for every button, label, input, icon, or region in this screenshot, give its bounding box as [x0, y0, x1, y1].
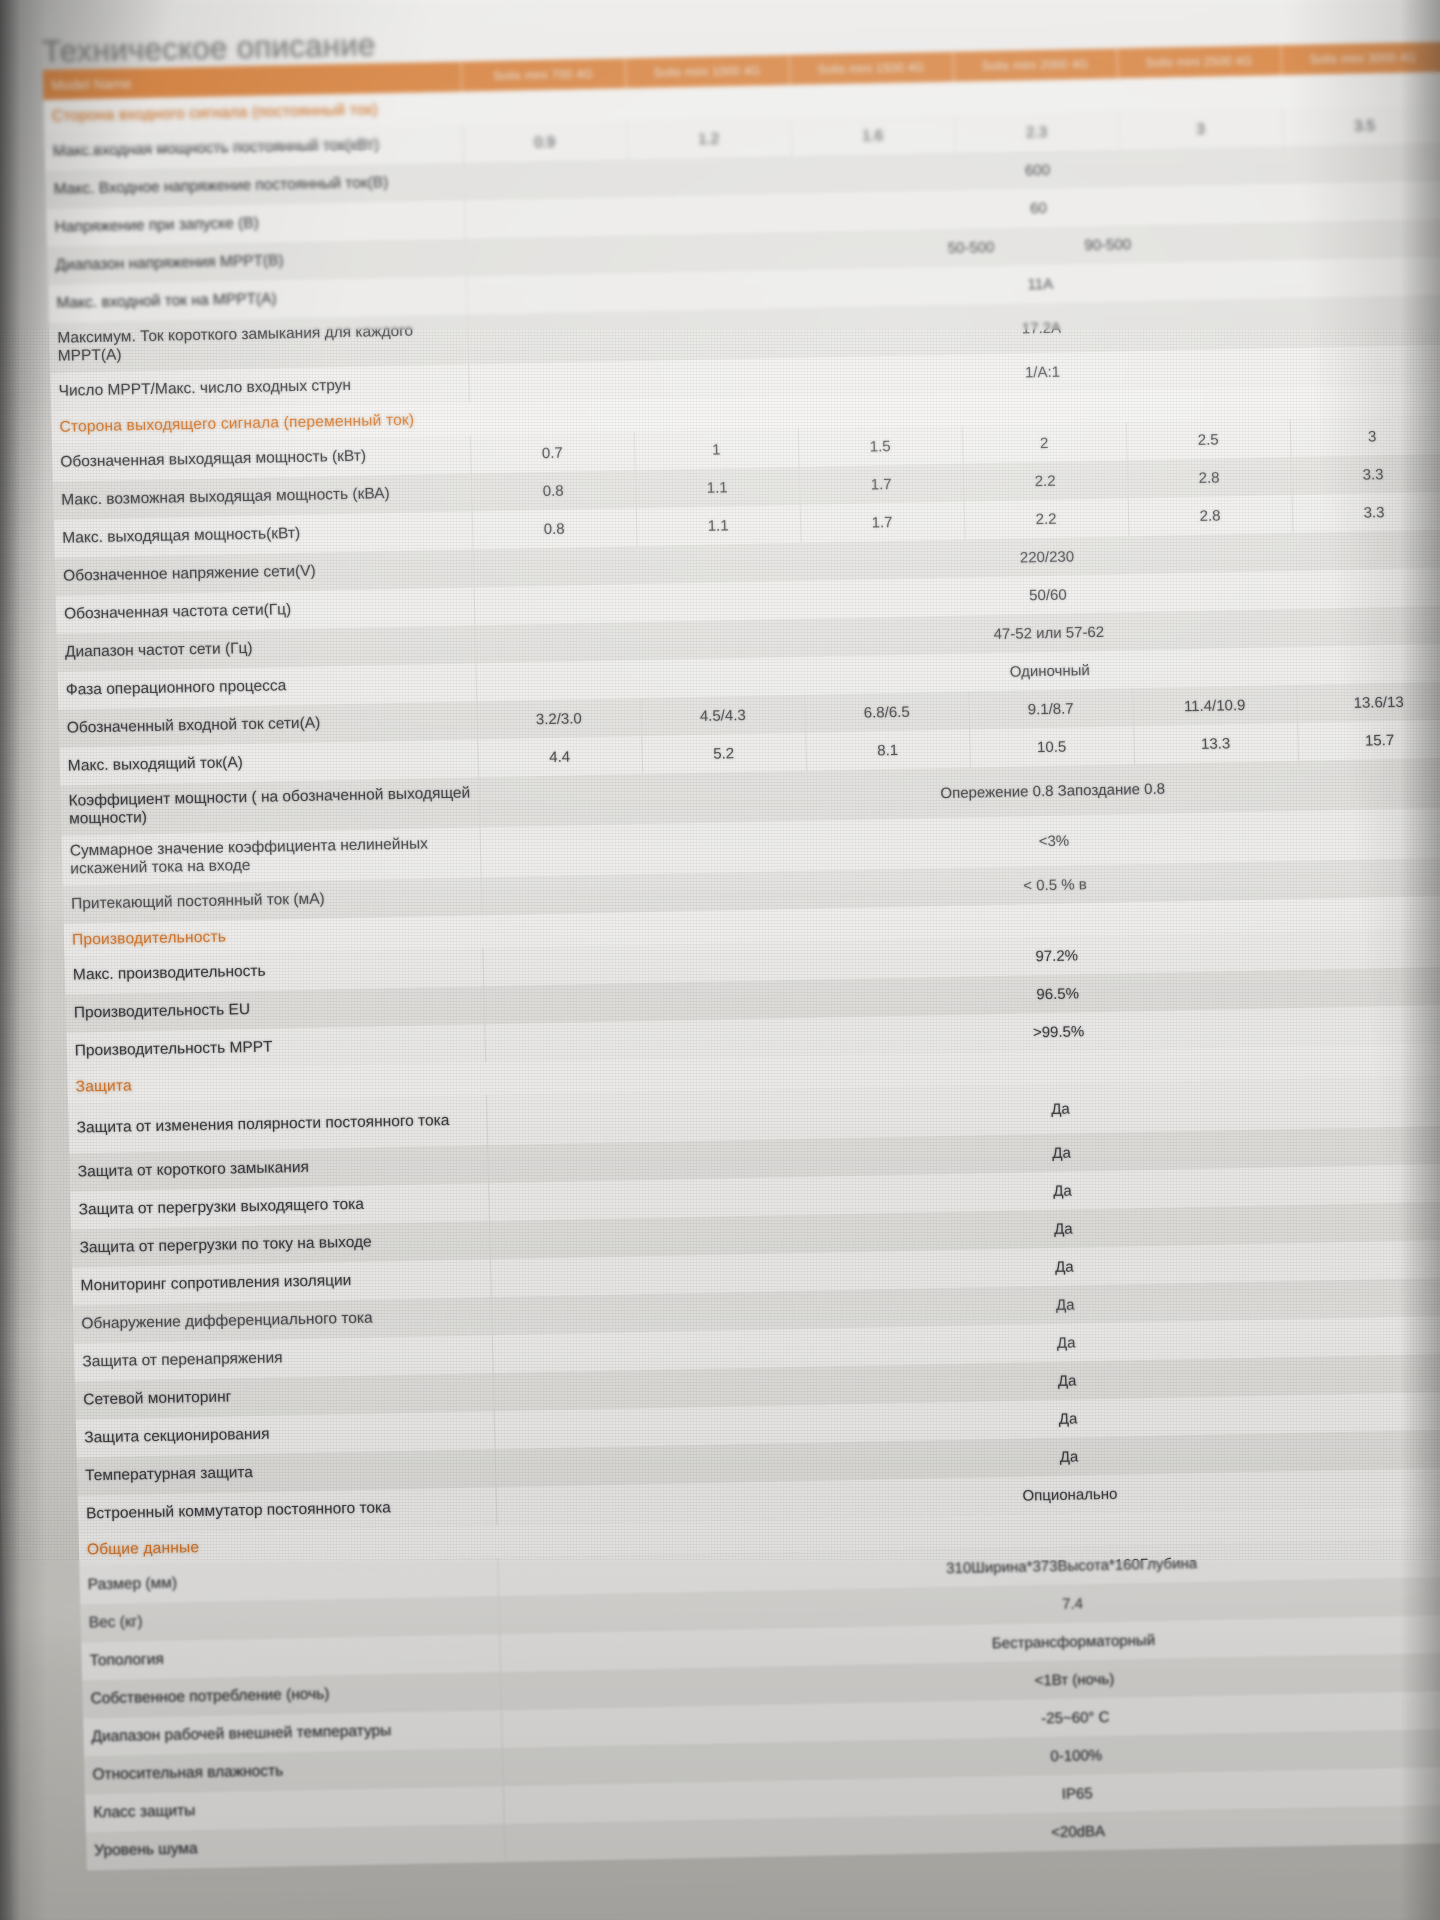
row-value: 1.1 — [634, 466, 800, 509]
row-value: 0.8 — [470, 470, 636, 512]
row-value: 11.4/10.9 — [1132, 684, 1298, 727]
row-value: 2.8 — [1127, 495, 1293, 537]
table-body: Сторона входного сигнала (постоянный ток… — [43, 68, 1440, 1871]
row-value: 10.5 — [969, 726, 1135, 768]
row-label: Максимум. Ток короткого замыкания для ка… — [48, 314, 469, 373]
row-value: 2.2 — [962, 460, 1128, 502]
row-value: 0.8 — [471, 508, 637, 550]
row-value: 2.5 — [1125, 419, 1291, 461]
header-model-6: Solis mini 3000 4G — [1280, 41, 1440, 76]
row-value: 1.7 — [799, 501, 965, 543]
row-value: 5.2 — [641, 732, 807, 775]
specifications-table: Model Name Solis mini 700 4G Solis mini … — [42, 39, 1440, 1871]
row-value: 3.5 — [1282, 104, 1440, 147]
row-value: 3.2/3.0 — [476, 698, 642, 740]
row-value: 8.1 — [805, 729, 971, 771]
row-value: 2.3 — [954, 111, 1120, 153]
row-label: Коэффициент мощности ( на обозначенной в… — [60, 777, 480, 836]
row-value: 2.2 — [963, 498, 1129, 540]
row-value: 1.6 — [790, 114, 956, 157]
header-model-5: Solis mini 2500 4G — [1116, 45, 1282, 79]
row-value: 13.6/13 — [1296, 681, 1440, 723]
spec-sheet: Техническое описание SOLIS Model Name So… — [42, 6, 1440, 1920]
row-value: 1.1 — [635, 504, 801, 547]
row-value: 4.5/4.3 — [640, 694, 806, 737]
row-value: 0.7 — [469, 432, 635, 474]
row-value: 2.8 — [1126, 457, 1292, 499]
row-value: 3.3 — [1291, 491, 1440, 534]
row-value: 9.1/8.7 — [968, 688, 1134, 730]
row-label: Уровень шума — [85, 1824, 505, 1871]
row-value: 3 — [1289, 415, 1440, 458]
row-value: 0.9 — [462, 121, 628, 163]
row-label: Суммарное значение коэффициента нелинейн… — [61, 827, 481, 886]
row-value: 2 — [961, 422, 1127, 464]
row-value: 13.3 — [1133, 722, 1299, 765]
row-value: 4.4 — [477, 736, 643, 778]
row-value: 1.5 — [797, 425, 963, 467]
row-value: 15.7 — [1297, 719, 1440, 761]
row-value: 1.2 — [626, 118, 792, 160]
row-value: 1 — [633, 428, 799, 471]
row-label: Защита от изменения полярности постоянно… — [68, 1095, 488, 1154]
header-model-1: Solis mini 700 4G — [460, 58, 626, 92]
header-model-3: Solis mini 1500 4G — [788, 51, 954, 86]
header-model-4: Solis mini 2000 4G — [952, 48, 1118, 82]
row-value: 6.8/6.5 — [804, 691, 970, 733]
row-value: 3 — [1118, 108, 1284, 150]
row-value: 1.7 — [798, 463, 964, 505]
header-model-2: Solis mini 1000 4G — [624, 55, 790, 89]
row-value: 3.3 — [1290, 453, 1440, 496]
